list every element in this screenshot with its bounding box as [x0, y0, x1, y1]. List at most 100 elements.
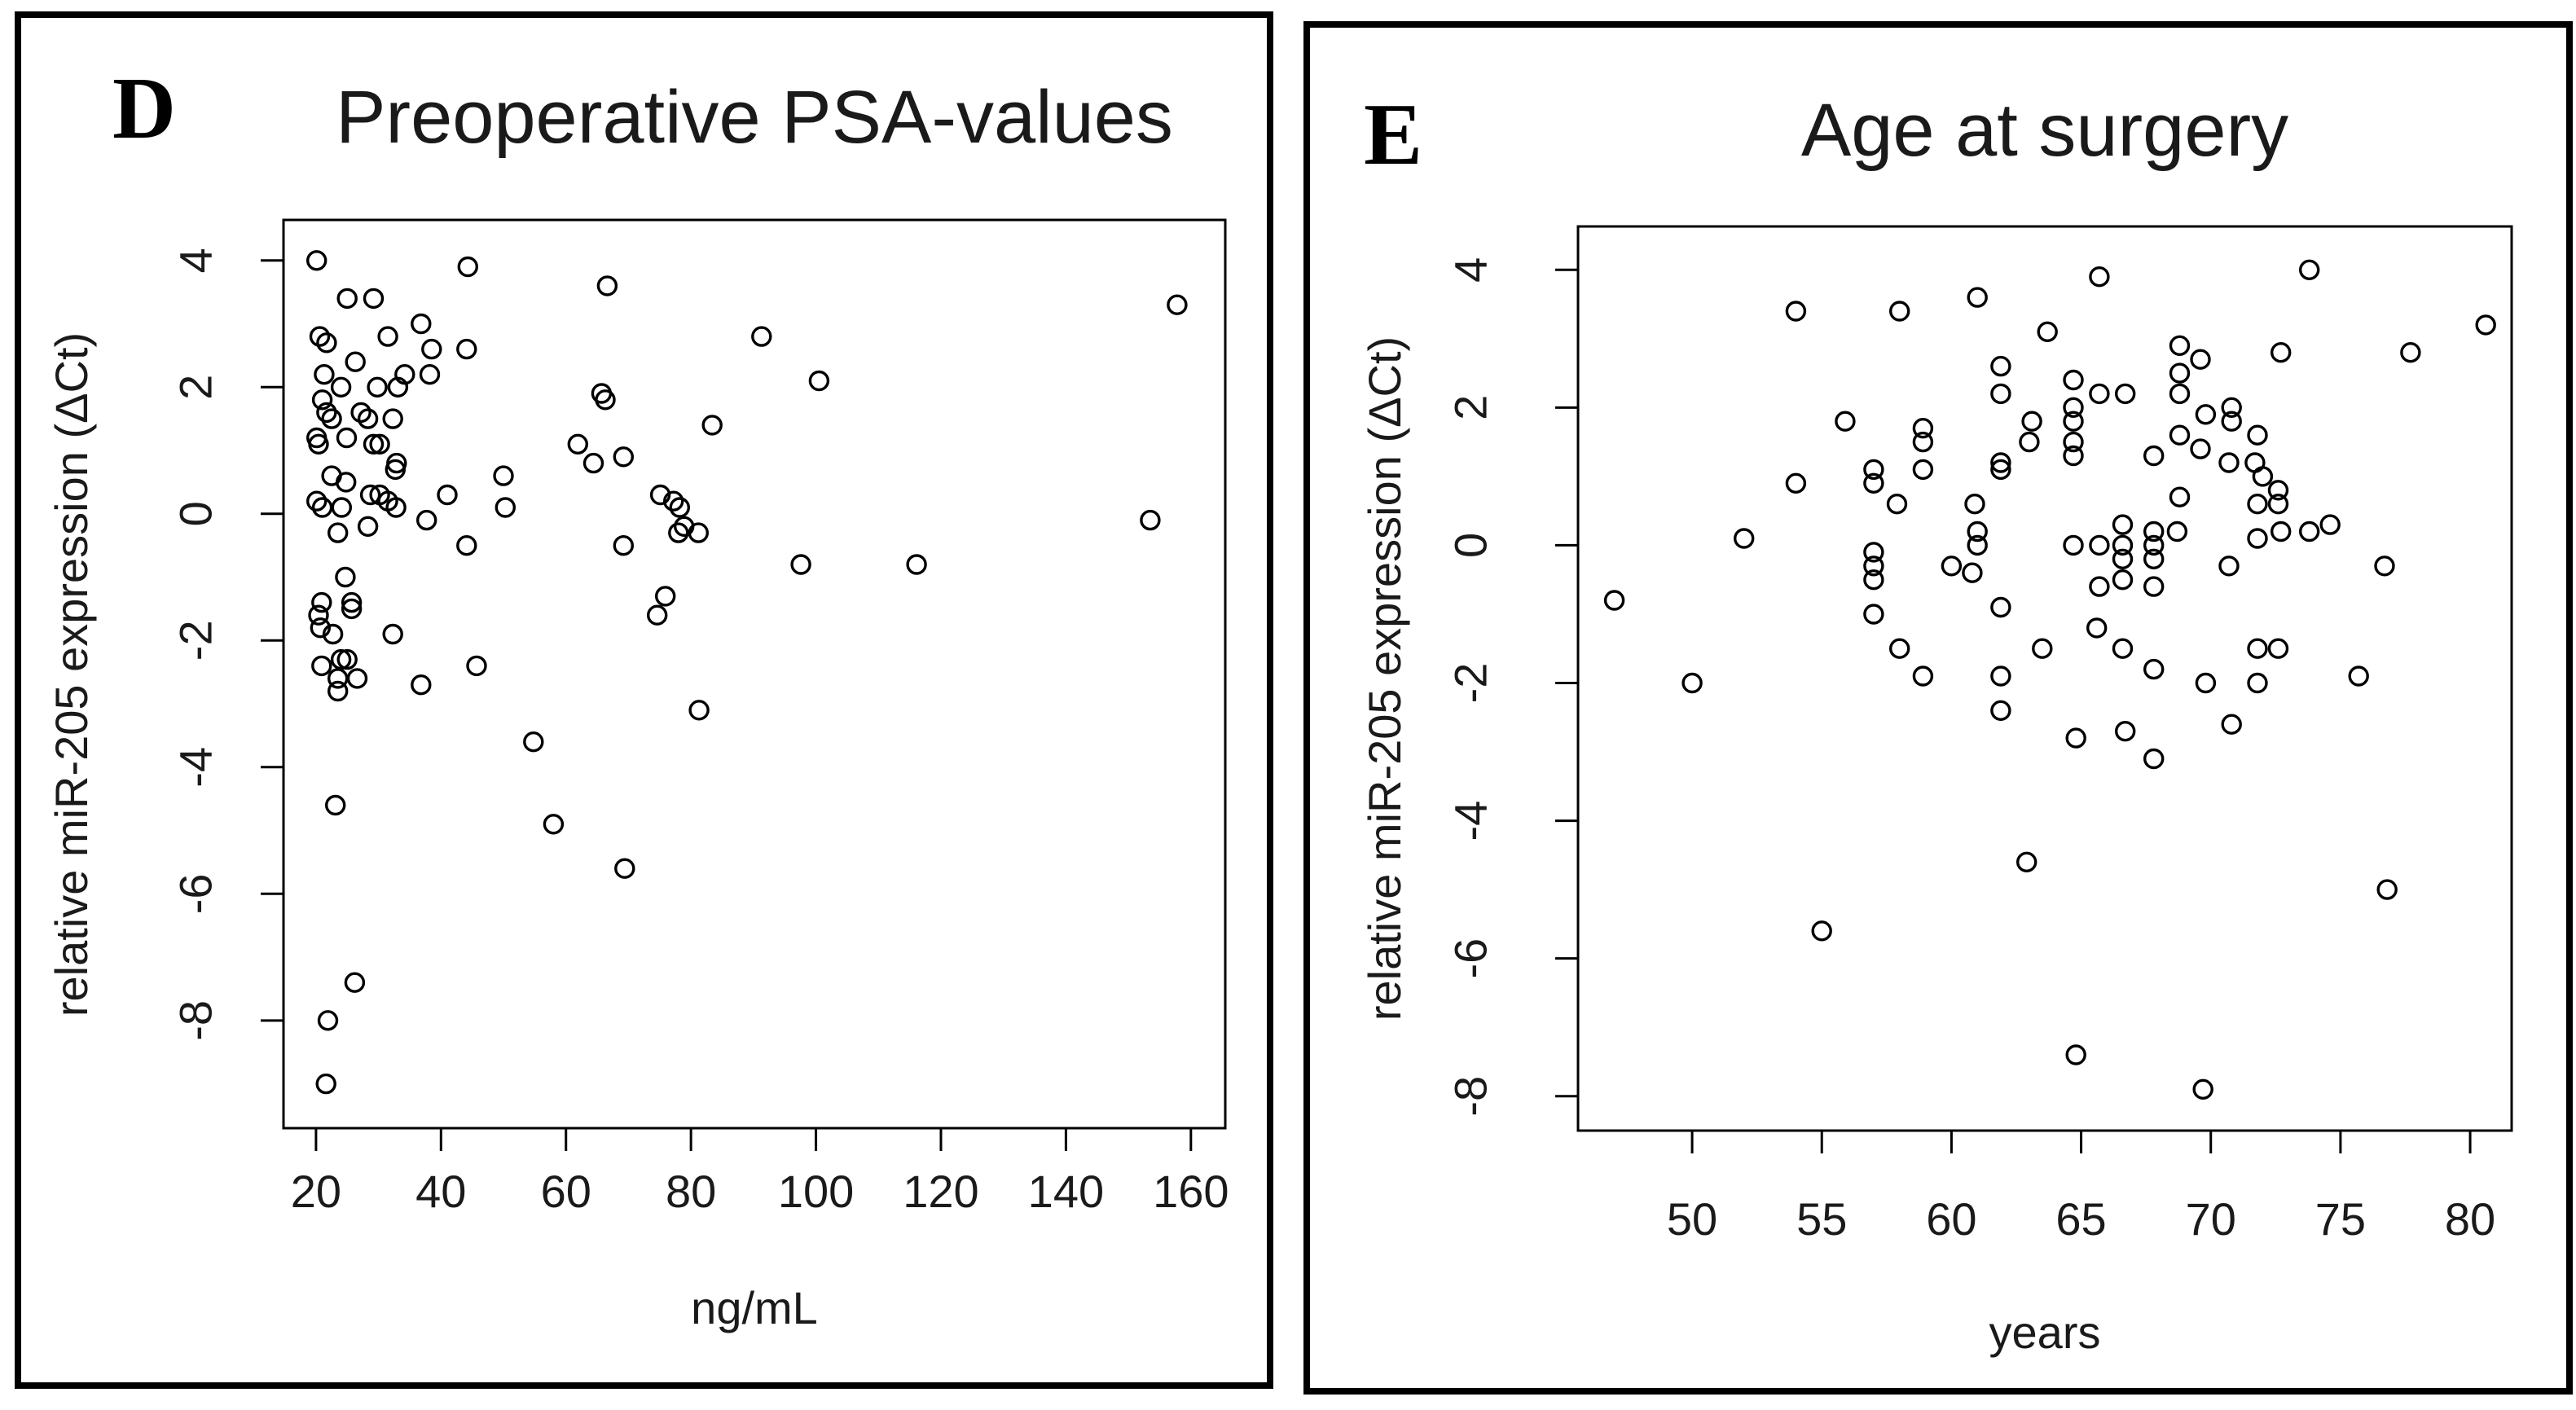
data-point — [701, 415, 723, 436]
data-point — [655, 586, 676, 607]
data-point — [327, 668, 349, 689]
data-point — [336, 288, 358, 310]
data-point — [316, 402, 337, 424]
data-point — [2086, 617, 2108, 639]
data-point — [2115, 383, 2136, 405]
data-point — [327, 522, 349, 543]
data-point — [416, 509, 437, 531]
data-point — [2475, 314, 2496, 336]
data-point — [1964, 494, 1985, 515]
y-tick-label: 2 — [170, 375, 222, 400]
data-point — [2143, 658, 2165, 680]
data-point — [385, 497, 407, 518]
x-tick-label: 75 — [2315, 1193, 2366, 1245]
data-point — [2190, 438, 2211, 459]
data-point — [2270, 342, 2292, 363]
data-point — [2218, 452, 2240, 473]
data-point — [906, 554, 927, 575]
data-point — [308, 433, 329, 455]
data-point — [387, 376, 409, 398]
data-point — [2089, 534, 2110, 556]
data-point — [363, 433, 385, 455]
data-point — [1863, 569, 1884, 591]
data-point — [1990, 596, 2011, 618]
data-point — [2065, 727, 2086, 749]
data-point — [1990, 665, 2011, 687]
figure-panel-d: D Preoperative PSA-values 20 40 60 80 100 120… — [15, 11, 1273, 1389]
y-tick-label: 4 — [170, 248, 222, 273]
data-point — [317, 1010, 339, 1031]
x-tick-label: 80 — [666, 1166, 716, 1217]
data-point — [306, 250, 327, 271]
data-point — [1603, 590, 1625, 611]
data-point — [2063, 431, 2084, 453]
data-point — [377, 326, 398, 347]
data-point — [1863, 556, 1884, 577]
data-point — [2218, 556, 2240, 577]
data-point — [311, 389, 333, 411]
data-point — [437, 484, 458, 506]
data-point — [336, 648, 358, 670]
data-point — [421, 338, 442, 360]
data-point — [315, 1073, 336, 1095]
data-point — [346, 668, 368, 689]
data-point — [523, 731, 544, 753]
data-point — [350, 402, 371, 424]
data-point — [1967, 287, 1988, 308]
data-point — [310, 617, 331, 639]
data-point — [308, 604, 329, 626]
x-tick-label: 20 — [291, 1166, 341, 1217]
data-point — [341, 598, 363, 620]
data-point — [613, 535, 634, 556]
x-tick-label: 70 — [2186, 1193, 2236, 1245]
data-point — [2267, 494, 2289, 515]
data-point — [1912, 459, 1934, 481]
data-point — [2195, 672, 2217, 694]
x-tick-label: 55 — [1796, 1193, 1847, 1245]
data-point — [2270, 521, 2292, 542]
data-point — [495, 497, 516, 518]
data-point — [2247, 424, 2268, 446]
data-point — [808, 370, 830, 392]
data-point — [1941, 556, 1963, 577]
panel-letter-d: D — [112, 60, 176, 157]
data-point — [2192, 1078, 2213, 1100]
data-point — [2089, 576, 2110, 597]
data-point — [1785, 301, 1807, 322]
data-point — [2247, 638, 2268, 659]
data-point — [382, 408, 403, 429]
data-point — [2400, 342, 2421, 363]
data-point — [613, 446, 634, 468]
data-point — [311, 655, 332, 677]
data-point — [2374, 556, 2395, 577]
panel-letter-e: E — [1364, 86, 1423, 183]
data-point — [466, 655, 487, 677]
data-point — [493, 465, 514, 486]
data-point — [322, 623, 344, 645]
plot-box — [282, 218, 1227, 1130]
data-point — [2032, 638, 2053, 659]
data-point — [2221, 397, 2242, 418]
data-point — [2037, 321, 2058, 342]
data-point — [2143, 445, 2165, 467]
data-point — [411, 313, 432, 335]
data-point — [614, 858, 635, 879]
data-point — [2021, 411, 2042, 432]
data-point — [331, 497, 352, 518]
chart-title-age: Age at surgery — [1800, 89, 2289, 172]
x-tick-label: 60 — [1926, 1193, 1976, 1245]
data-point — [1889, 301, 1910, 322]
data-point — [595, 389, 616, 411]
data-point — [2089, 266, 2110, 288]
data-point — [1140, 509, 1161, 531]
data-point — [1912, 418, 1934, 439]
x-axis-label-age: years — [1989, 1307, 2101, 1358]
data-point — [582, 452, 604, 474]
y-tick-label: 2 — [1445, 395, 1497, 420]
data-point — [2143, 534, 2165, 556]
x-tick-label: 100 — [778, 1166, 854, 1217]
data-point — [1912, 431, 1934, 453]
data-point — [306, 490, 327, 512]
data-point — [357, 408, 379, 429]
data-point — [2190, 349, 2211, 370]
